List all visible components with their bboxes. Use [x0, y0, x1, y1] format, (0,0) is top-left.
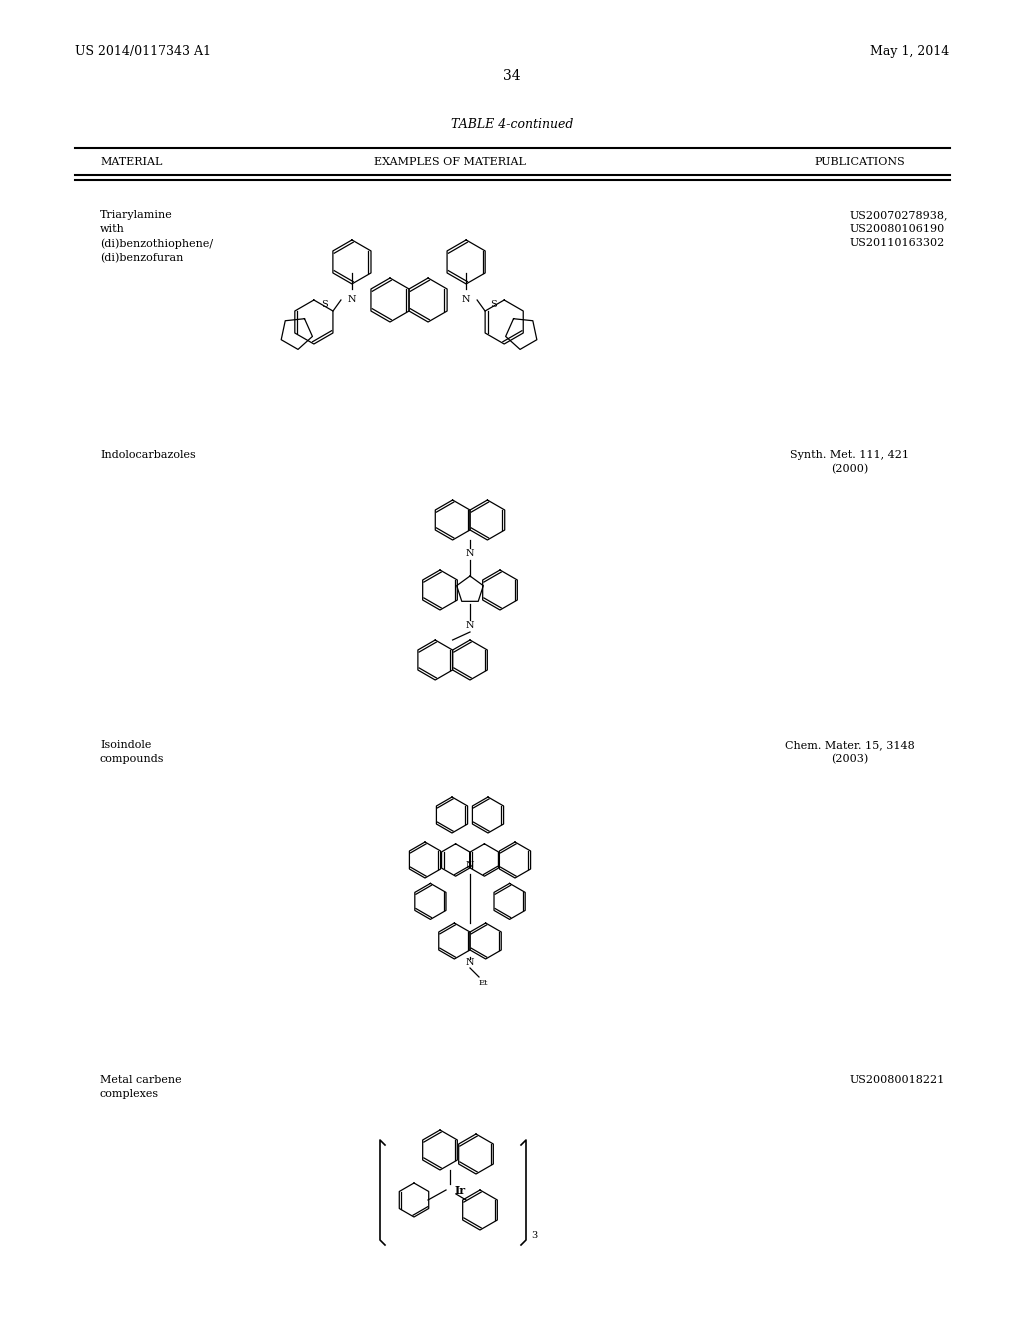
Text: Chem. Mater. 15, 3148
(2003): Chem. Mater. 15, 3148 (2003): [785, 741, 914, 764]
Text: Isoindole
compounds: Isoindole compounds: [100, 741, 165, 764]
Text: MATERIAL: MATERIAL: [100, 157, 163, 168]
Text: Ir: Ir: [455, 1184, 466, 1196]
Text: N: N: [466, 958, 474, 968]
Text: N: N: [466, 622, 474, 631]
Text: 3: 3: [531, 1232, 538, 1239]
Text: Triarylamine
with
(di)benzothiophene/
(di)benzofuran: Triarylamine with (di)benzothiophene/ (d…: [100, 210, 213, 263]
Text: Synth. Met. 111, 421
(2000): Synth. Met. 111, 421 (2000): [791, 450, 909, 474]
Text: N: N: [466, 861, 474, 870]
Text: S: S: [489, 300, 497, 309]
Text: Metal carbene
complexes: Metal carbene complexes: [100, 1074, 181, 1100]
Text: EXAMPLES OF MATERIAL: EXAMPLES OF MATERIAL: [374, 157, 526, 168]
Text: N: N: [348, 296, 356, 305]
Text: May 1, 2014: May 1, 2014: [870, 45, 949, 58]
Text: 34: 34: [503, 69, 521, 83]
Text: N: N: [462, 296, 470, 305]
Text: US20070278938,
US20080106190
US20110163302: US20070278938, US20080106190 US201101633…: [850, 210, 948, 248]
Text: N: N: [466, 549, 474, 558]
Text: US 2014/0117343 A1: US 2014/0117343 A1: [75, 45, 211, 58]
Text: US20080018221: US20080018221: [850, 1074, 945, 1085]
Text: PUBLICATIONS: PUBLICATIONS: [815, 157, 905, 168]
Text: Indolocarbazoles: Indolocarbazoles: [100, 450, 196, 459]
Text: TABLE 4-continued: TABLE 4-continued: [451, 117, 573, 131]
Text: Et: Et: [479, 979, 488, 987]
Text: S: S: [322, 300, 329, 309]
